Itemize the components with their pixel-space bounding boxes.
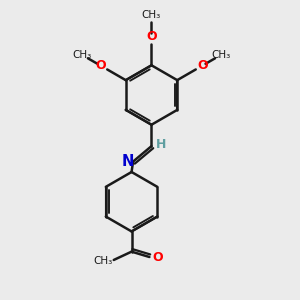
Text: O: O <box>152 251 163 264</box>
Text: N: N <box>122 154 134 169</box>
Text: CH₃: CH₃ <box>94 256 113 266</box>
Text: O: O <box>197 59 208 72</box>
Text: H: H <box>156 138 166 151</box>
Text: O: O <box>146 30 157 43</box>
Text: CH₃: CH₃ <box>73 50 92 60</box>
Text: CH₃: CH₃ <box>211 50 230 60</box>
Text: O: O <box>95 59 106 72</box>
Text: CH₃: CH₃ <box>142 10 161 20</box>
